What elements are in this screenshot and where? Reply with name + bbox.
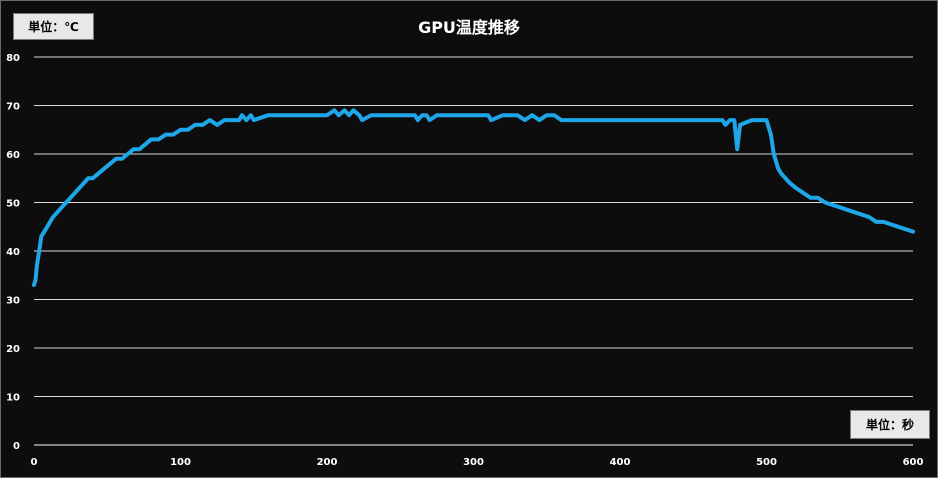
- y-tick-label: 10: [6, 393, 20, 404]
- y-tick-label: 30: [6, 296, 20, 307]
- x-tick-label: 500: [756, 457, 777, 468]
- y-tick-label: 80: [6, 53, 20, 64]
- x-tick-label: 300: [463, 457, 484, 468]
- series-line-gpu-temperature: [32, 108, 915, 287]
- x-tick-label: 100: [170, 457, 191, 468]
- x-tick-label: 200: [317, 457, 338, 468]
- x-tick-label: 400: [610, 457, 631, 468]
- x-tick-label: 0: [31, 457, 38, 468]
- y-tick-label: 50: [6, 199, 20, 210]
- x-unit-label: 単位：秒: [850, 410, 930, 439]
- x-tick-labels: 0 100 200 300 400 500 600: [31, 457, 924, 468]
- y-tick-label: 70: [6, 102, 20, 113]
- y-tick-label: 20: [6, 344, 20, 355]
- y-unit-label: 単位：℃: [13, 13, 94, 40]
- y-tick-label: 0: [13, 441, 20, 452]
- x-tick-label: 600: [903, 457, 924, 468]
- y-tick-labels: 0 10 20 30 40 50 60 70 80: [6, 53, 20, 452]
- chart-title: GPU温度推移: [418, 18, 520, 37]
- y-tick-label: 60: [6, 150, 20, 161]
- y-tick-label: 40: [6, 247, 20, 258]
- grid-lines: [34, 56, 913, 397]
